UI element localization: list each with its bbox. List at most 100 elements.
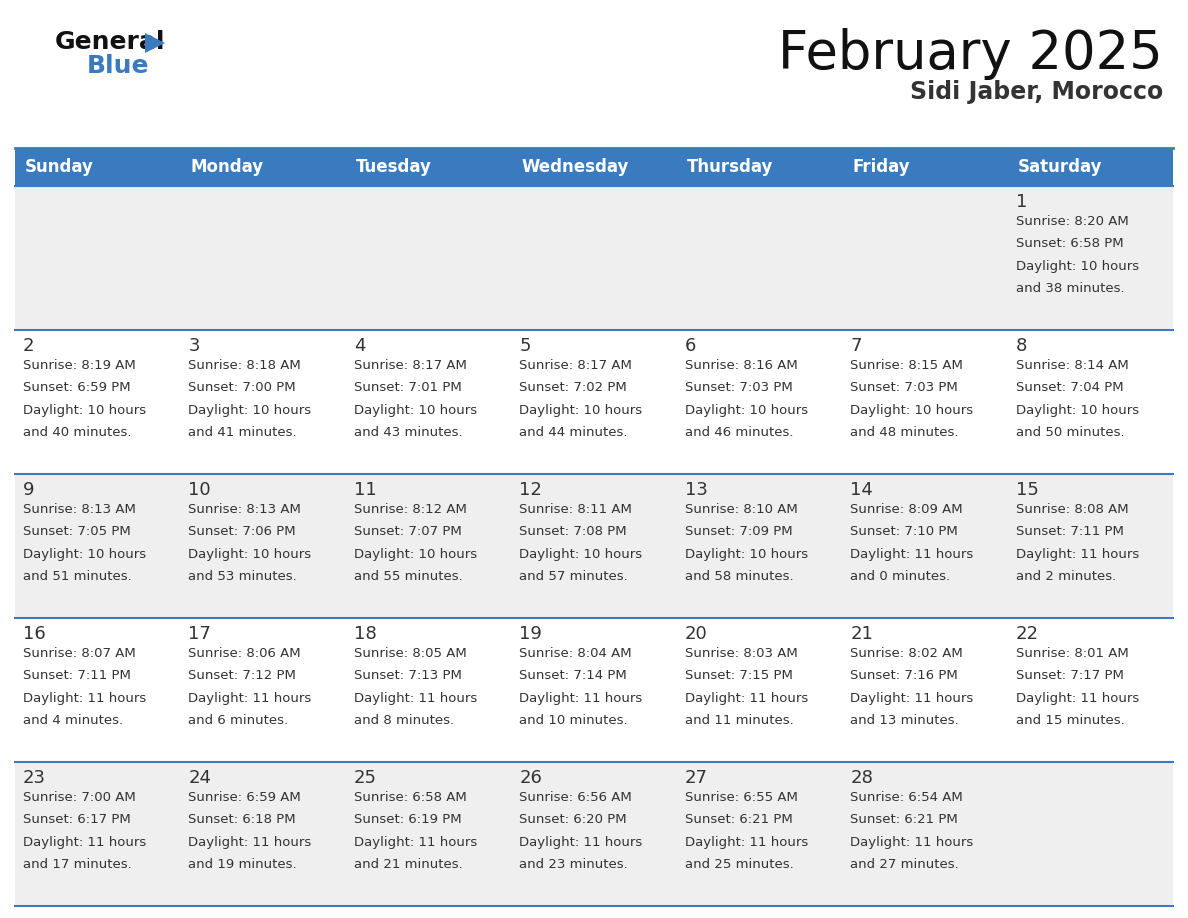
Text: Sunset: 7:05 PM: Sunset: 7:05 PM (23, 525, 131, 538)
Text: 11: 11 (354, 481, 377, 499)
Text: and 10 minutes.: and 10 minutes. (519, 714, 628, 727)
Bar (181, 762, 346, 906)
Text: Daylight: 10 hours: Daylight: 10 hours (354, 404, 478, 417)
Text: Sunset: 7:02 PM: Sunset: 7:02 PM (519, 381, 627, 395)
Text: and 40 minutes.: and 40 minutes. (23, 426, 132, 439)
Text: 4: 4 (354, 337, 366, 355)
Bar (842, 474, 1007, 618)
Bar (1007, 330, 1173, 474)
Text: Daylight: 11 hours: Daylight: 11 hours (519, 691, 643, 705)
Bar (15, 148, 1173, 186)
Text: and 11 minutes.: and 11 minutes. (684, 714, 794, 727)
Text: Daylight: 11 hours: Daylight: 11 hours (23, 691, 146, 705)
Text: and 55 minutes.: and 55 minutes. (354, 570, 462, 583)
Text: 23: 23 (23, 769, 46, 787)
Text: 27: 27 (684, 769, 708, 787)
Text: Sunset: 7:12 PM: Sunset: 7:12 PM (189, 669, 296, 682)
Text: and 38 minutes.: and 38 minutes. (1016, 282, 1124, 295)
Text: Friday: Friday (852, 158, 910, 176)
Text: 15: 15 (1016, 481, 1038, 499)
Text: Sunrise: 8:12 AM: Sunrise: 8:12 AM (354, 503, 467, 516)
Text: Sunset: 6:18 PM: Sunset: 6:18 PM (189, 813, 296, 826)
Text: Daylight: 10 hours: Daylight: 10 hours (684, 404, 808, 417)
Text: Sunrise: 8:01 AM: Sunrise: 8:01 AM (1016, 647, 1129, 660)
Bar (511, 330, 677, 474)
Text: and 13 minutes.: and 13 minutes. (851, 714, 959, 727)
Text: Sunset: 7:14 PM: Sunset: 7:14 PM (519, 669, 627, 682)
Bar (15, 762, 181, 906)
Text: Sunrise: 8:19 AM: Sunrise: 8:19 AM (23, 359, 135, 372)
Text: Sunrise: 6:55 AM: Sunrise: 6:55 AM (684, 791, 797, 804)
Bar (677, 186, 842, 330)
Text: and 19 minutes.: and 19 minutes. (189, 858, 297, 871)
Text: and 2 minutes.: and 2 minutes. (1016, 570, 1116, 583)
Bar (842, 330, 1007, 474)
Text: 17: 17 (189, 625, 211, 643)
Bar (511, 186, 677, 330)
Text: Daylight: 11 hours: Daylight: 11 hours (851, 691, 973, 705)
Text: Sunrise: 8:06 AM: Sunrise: 8:06 AM (189, 647, 301, 660)
Text: Sunset: 7:16 PM: Sunset: 7:16 PM (851, 669, 958, 682)
Bar (511, 474, 677, 618)
Text: 2: 2 (23, 337, 34, 355)
Bar (1007, 474, 1173, 618)
Text: Sunset: 6:21 PM: Sunset: 6:21 PM (851, 813, 958, 826)
Bar (842, 186, 1007, 330)
Text: Sunrise: 8:03 AM: Sunrise: 8:03 AM (684, 647, 797, 660)
Text: 19: 19 (519, 625, 542, 643)
Text: Daylight: 10 hours: Daylight: 10 hours (23, 404, 146, 417)
Text: 8: 8 (1016, 337, 1026, 355)
Text: Daylight: 11 hours: Daylight: 11 hours (189, 691, 311, 705)
Text: and 6 minutes.: and 6 minutes. (189, 714, 289, 727)
Text: 13: 13 (684, 481, 708, 499)
Text: and 48 minutes.: and 48 minutes. (851, 426, 959, 439)
Bar (1007, 186, 1173, 330)
Bar (677, 762, 842, 906)
Text: 5: 5 (519, 337, 531, 355)
Text: Wednesday: Wednesday (522, 158, 628, 176)
Text: Daylight: 10 hours: Daylight: 10 hours (189, 548, 311, 561)
Text: Sunset: 6:19 PM: Sunset: 6:19 PM (354, 813, 461, 826)
Text: Sunset: 6:17 PM: Sunset: 6:17 PM (23, 813, 131, 826)
Text: Sunrise: 8:02 AM: Sunrise: 8:02 AM (851, 647, 963, 660)
Text: Monday: Monday (190, 158, 264, 176)
Text: Blue: Blue (87, 54, 150, 78)
Text: Sunset: 7:07 PM: Sunset: 7:07 PM (354, 525, 462, 538)
Bar (346, 330, 511, 474)
Bar (1007, 762, 1173, 906)
Text: Sunrise: 8:13 AM: Sunrise: 8:13 AM (23, 503, 135, 516)
Text: 14: 14 (851, 481, 873, 499)
Bar (181, 474, 346, 618)
Text: Sunrise: 8:04 AM: Sunrise: 8:04 AM (519, 647, 632, 660)
Text: Sunrise: 8:17 AM: Sunrise: 8:17 AM (354, 359, 467, 372)
Text: and 58 minutes.: and 58 minutes. (684, 570, 794, 583)
Text: Daylight: 10 hours: Daylight: 10 hours (189, 404, 311, 417)
Text: Daylight: 11 hours: Daylight: 11 hours (684, 691, 808, 705)
Text: Thursday: Thursday (687, 158, 773, 176)
Text: Saturday: Saturday (1018, 158, 1102, 176)
Text: and 0 minutes.: and 0 minutes. (851, 570, 950, 583)
Text: 21: 21 (851, 625, 873, 643)
Text: Sunrise: 6:56 AM: Sunrise: 6:56 AM (519, 791, 632, 804)
Text: Sunrise: 6:54 AM: Sunrise: 6:54 AM (851, 791, 963, 804)
Text: and 57 minutes.: and 57 minutes. (519, 570, 628, 583)
Bar (181, 618, 346, 762)
Text: Sunrise: 6:58 AM: Sunrise: 6:58 AM (354, 791, 467, 804)
Text: Daylight: 10 hours: Daylight: 10 hours (354, 548, 478, 561)
Text: 16: 16 (23, 625, 46, 643)
Text: Sunrise: 8:18 AM: Sunrise: 8:18 AM (189, 359, 302, 372)
Text: 22: 22 (1016, 625, 1038, 643)
Text: Daylight: 11 hours: Daylight: 11 hours (23, 835, 146, 848)
Text: Sunset: 7:06 PM: Sunset: 7:06 PM (189, 525, 296, 538)
Text: 25: 25 (354, 769, 377, 787)
Text: Sunrise: 8:16 AM: Sunrise: 8:16 AM (684, 359, 797, 372)
Text: and 21 minutes.: and 21 minutes. (354, 858, 462, 871)
Bar (346, 762, 511, 906)
Text: and 43 minutes.: and 43 minutes. (354, 426, 462, 439)
Text: Tuesday: Tuesday (356, 158, 431, 176)
Text: Sunrise: 6:59 AM: Sunrise: 6:59 AM (189, 791, 302, 804)
Text: Daylight: 11 hours: Daylight: 11 hours (1016, 691, 1139, 705)
Bar (346, 186, 511, 330)
Text: Sunrise: 8:09 AM: Sunrise: 8:09 AM (851, 503, 962, 516)
Text: Daylight: 10 hours: Daylight: 10 hours (23, 548, 146, 561)
